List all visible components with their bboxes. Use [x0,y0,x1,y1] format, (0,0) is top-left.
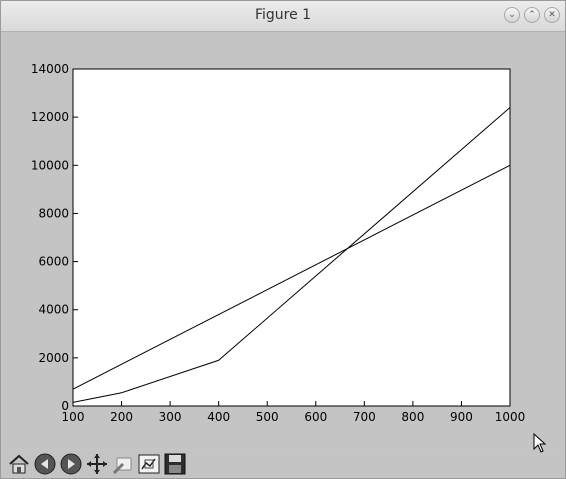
series-line-1 [72,164,511,390]
y-tick-label: 14000 [31,62,69,76]
window-title: Figure 1 [254,7,312,23]
y-tick-label: 2000 [38,351,69,365]
y-tick-label: 8000 [38,206,69,220]
minimize-button[interactable]: ⌄ [504,7,520,23]
save-icon [164,453,186,475]
plot-area [72,68,511,407]
y-tick-label: 6000 [38,255,69,269]
y-tick-label: 10000 [31,158,69,172]
subplots-button[interactable] [137,452,161,476]
back-arrow-icon [34,453,56,475]
series-line-2 [72,107,511,403]
navigation-toolbar [1,450,565,478]
close-icon: ✕ [548,10,556,20]
pan-icon [87,454,107,474]
subplots-icon [138,454,160,474]
forward-arrow-icon [60,453,82,475]
x-tick-label: 400 [207,410,230,424]
forward-button[interactable] [59,452,83,476]
zoom-button[interactable] [111,452,135,476]
mouse-cursor-icon [533,433,547,453]
data-lines [72,107,511,403]
maximize-icon: ⌃ [528,10,536,20]
home-icon [9,454,29,474]
y-tick-label: 4000 [38,303,69,317]
y-tick-label: 12000 [31,110,69,124]
x-tick-label: 300 [159,410,182,424]
y-tick-label: 0 [61,399,69,413]
maximize-button[interactable]: ⌃ [524,7,540,23]
axis-ticks: 100 200 300 400 500 600 700 800 900 1000020004000… [31,62,525,424]
pan-button[interactable] [85,452,109,476]
figure-canvas[interactable]: 100 200 300 400 500 600 700 800 900 1000 0 2000 4000… [1,32,565,449]
home-button[interactable] [7,452,31,476]
title-bar[interactable]: Figure 1 ⌄ ⌃ ✕ [1,1,565,32]
back-button[interactable] [33,452,57,476]
x-tick-label: 200 [110,410,133,424]
line-chart: 100 200 300 400 500 600 700 800 900 1000020004000… [31,62,525,424]
save-button[interactable] [163,452,187,476]
close-button[interactable]: ✕ [544,7,560,23]
x-tick-label: 900 [450,410,473,424]
minimize-icon: ⌄ [508,10,516,20]
x-tick-label: 800 [401,410,424,424]
x-tick-label: 600 [304,410,327,424]
x-tick-label: 1000 [495,410,526,424]
x-tick-label: 700 [353,410,376,424]
zoom-icon [112,457,132,475]
x-tick-label: 500 [256,410,279,424]
x-tick-label: 100 [62,410,85,424]
